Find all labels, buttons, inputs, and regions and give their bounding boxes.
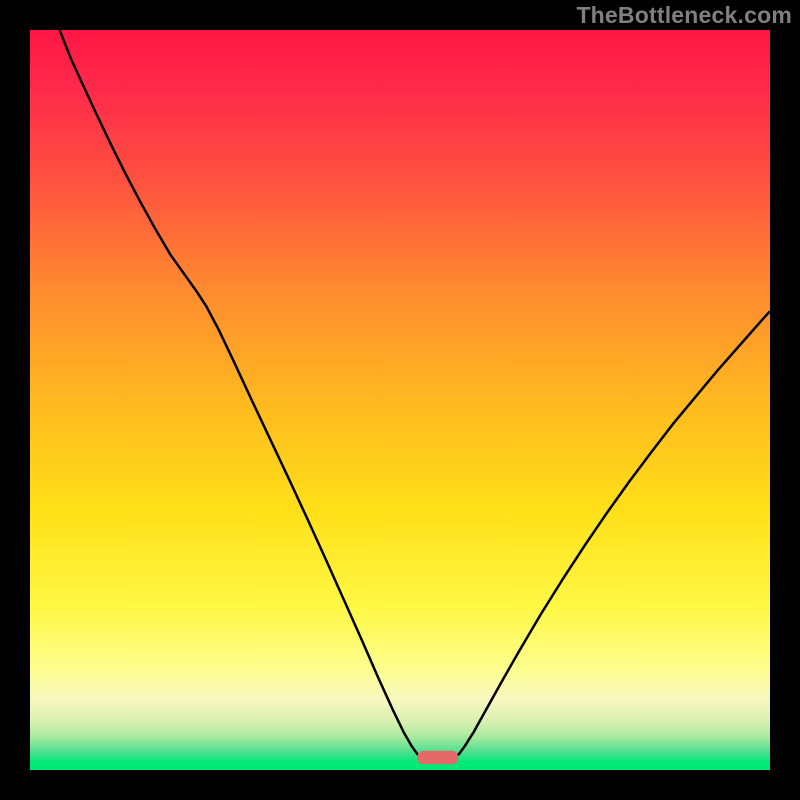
- gradient-background: [30, 30, 770, 770]
- minimum-marker: [417, 751, 458, 764]
- chart-stage: TheBottleneck.com: [0, 0, 800, 800]
- watermark-text: TheBottleneck.com: [576, 2, 792, 29]
- plot-svg: [30, 30, 770, 770]
